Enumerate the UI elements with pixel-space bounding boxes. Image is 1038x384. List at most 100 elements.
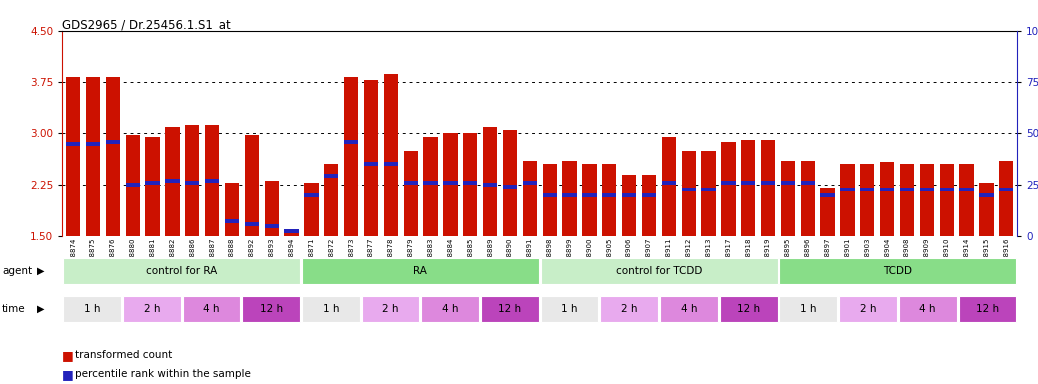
Bar (265, 181, 279, 236)
Bar (122, 296, 181, 322)
Bar (641, 175, 656, 236)
Bar (880, 162, 895, 236)
Bar (820, 188, 835, 236)
Text: 12 h: 12 h (737, 304, 760, 314)
Bar (702, 151, 715, 236)
Bar (1000, 188, 1013, 192)
Text: 12 h: 12 h (976, 304, 999, 314)
Bar (920, 164, 934, 236)
Bar (483, 127, 497, 236)
Bar (424, 137, 438, 236)
Bar (761, 140, 775, 236)
Text: 1 h: 1 h (84, 304, 101, 314)
Text: TCDD: TCDD (883, 266, 912, 276)
Text: ▶: ▶ (37, 304, 45, 314)
Bar (563, 161, 577, 236)
Bar (443, 134, 458, 236)
Text: 2 h: 2 h (859, 304, 876, 314)
Bar (384, 74, 398, 236)
Bar (165, 179, 180, 183)
Bar (66, 77, 80, 236)
Text: 12 h: 12 h (260, 304, 282, 314)
Bar (344, 77, 358, 236)
Bar (602, 164, 617, 236)
Bar (719, 296, 777, 322)
Bar (225, 183, 239, 236)
Bar (541, 296, 599, 322)
Text: control for RA: control for RA (146, 266, 217, 276)
Bar (641, 193, 656, 197)
Bar (582, 164, 597, 236)
Bar (483, 183, 497, 187)
Text: ■: ■ (62, 349, 74, 362)
Bar (761, 181, 775, 185)
Bar (939, 188, 954, 192)
Text: 1 h: 1 h (323, 304, 339, 314)
Bar (206, 179, 219, 183)
Bar (245, 135, 260, 236)
Bar (622, 193, 636, 197)
Bar (421, 296, 480, 322)
Bar (284, 229, 299, 236)
Bar (384, 162, 398, 166)
Bar (265, 224, 279, 228)
Bar (245, 222, 260, 226)
Bar (880, 188, 895, 192)
Bar (543, 193, 556, 197)
Bar (582, 193, 597, 197)
Bar (900, 188, 914, 192)
Bar (404, 151, 418, 236)
Bar (225, 219, 239, 223)
Bar (86, 142, 101, 146)
Text: 4 h: 4 h (442, 304, 459, 314)
Bar (344, 140, 358, 144)
Bar (959, 188, 974, 192)
Bar (899, 296, 957, 322)
Text: 4 h: 4 h (203, 304, 220, 314)
Text: 12 h: 12 h (498, 304, 521, 314)
Bar (523, 161, 537, 236)
Bar (302, 296, 360, 322)
Bar (939, 164, 954, 236)
Bar (481, 296, 539, 322)
Bar (702, 188, 715, 192)
Bar (602, 193, 617, 197)
Bar (185, 181, 199, 185)
Text: ■: ■ (62, 368, 74, 381)
Text: transformed count: transformed count (75, 350, 172, 360)
Bar (543, 164, 556, 236)
Bar (63, 296, 121, 322)
Bar (541, 258, 777, 284)
Text: 4 h: 4 h (681, 304, 698, 314)
Bar (126, 135, 140, 236)
Text: agent: agent (2, 266, 32, 276)
Bar (622, 175, 636, 236)
Bar (959, 164, 974, 236)
Bar (721, 142, 736, 236)
Bar (682, 188, 695, 192)
Bar (1000, 161, 1013, 236)
Text: percentile rank within the sample: percentile rank within the sample (75, 369, 250, 379)
Bar (165, 127, 180, 236)
Bar (126, 183, 140, 187)
Text: 2 h: 2 h (621, 304, 637, 314)
Text: 2 h: 2 h (382, 304, 399, 314)
Bar (861, 164, 874, 236)
Bar (304, 183, 319, 236)
Bar (800, 161, 815, 236)
Bar (979, 193, 993, 197)
Bar (364, 80, 378, 236)
Bar (324, 174, 338, 178)
Bar (302, 258, 539, 284)
Bar (502, 185, 517, 189)
Bar (563, 193, 577, 197)
Bar (839, 296, 897, 322)
Bar (185, 125, 199, 236)
Bar (660, 296, 718, 322)
Text: RA: RA (413, 266, 428, 276)
Text: control for TCDD: control for TCDD (616, 266, 703, 276)
Bar (820, 193, 835, 197)
Bar (404, 181, 418, 185)
Bar (463, 134, 477, 236)
Bar (841, 188, 854, 192)
